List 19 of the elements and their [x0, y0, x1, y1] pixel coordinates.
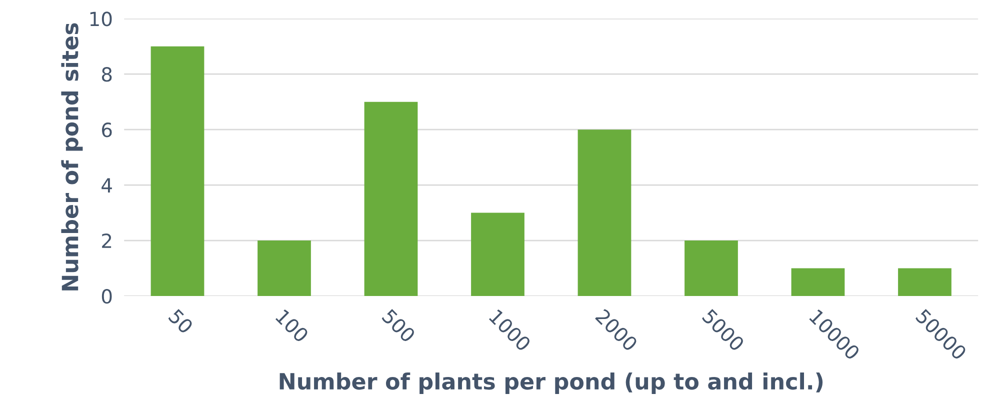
bar	[684, 240, 738, 296]
bar	[364, 102, 418, 296]
y-tick-label: 2	[102, 233, 112, 248]
bar	[578, 130, 632, 296]
x-axis-title: Number of plants per pond (up to and incl.)	[280, 372, 823, 394]
bar	[791, 268, 845, 296]
bar	[898, 268, 952, 296]
bar	[150, 46, 204, 296]
y-axis-title: Number of pond sites	[61, 23, 83, 290]
bar	[258, 240, 311, 296]
y-tick-label: 6	[102, 122, 112, 138]
x-tick-label: 50	[168, 308, 194, 334]
y-tick-label: 8	[102, 67, 112, 82]
y-tick-label: 0	[102, 288, 112, 304]
y-tick-label: 4	[102, 178, 112, 192]
y-tick-label: 10	[90, 12, 112, 26]
x-tick-label: 100	[275, 308, 310, 344]
bar	[471, 212, 524, 296]
x-tick-label: 500	[381, 308, 416, 344]
